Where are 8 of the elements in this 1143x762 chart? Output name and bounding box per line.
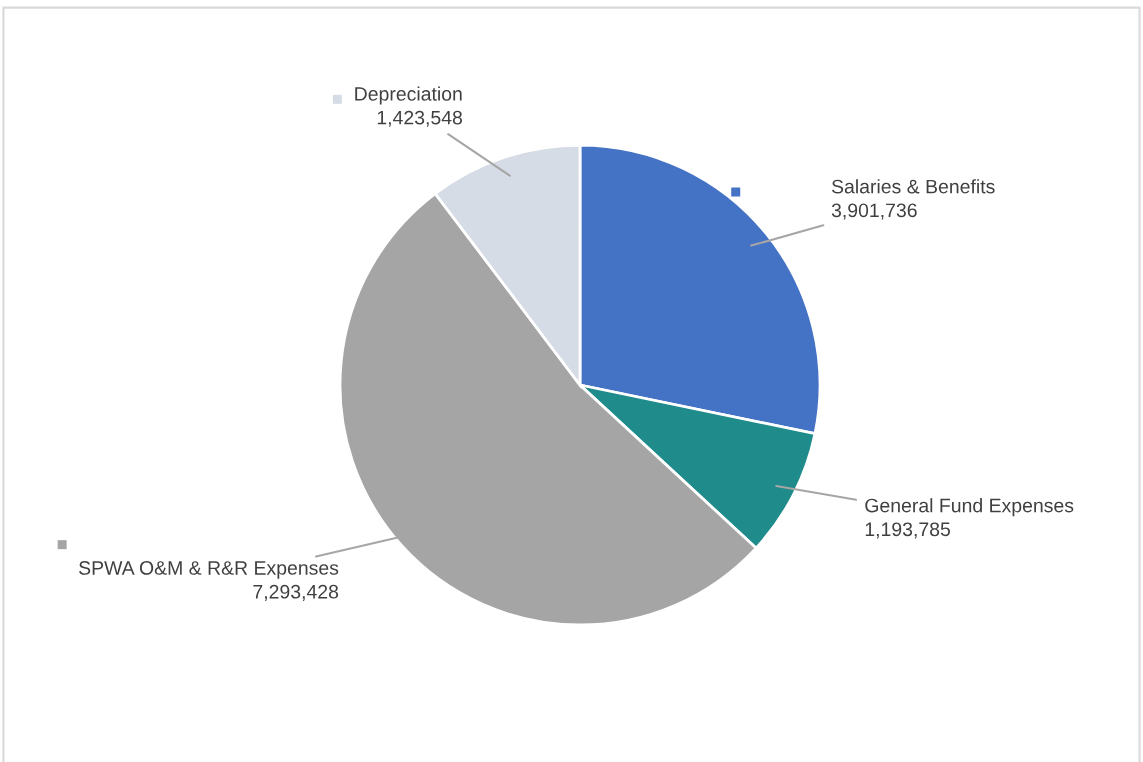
data-label: 1,193,785 (865, 522, 950, 539)
data-label: 3,901,736 (831, 203, 917, 220)
legend-label: Depreciation (355, 86, 462, 105)
slice-label: General Fund Expenses (865, 498, 1074, 517)
slice-label: SPWA O&M & R&R Expenses (79, 561, 339, 579)
data-label: 1,423,548 (377, 110, 463, 127)
data-label: 7,293,428 (253, 584, 339, 601)
slice-label: Salaries & Benefits (831, 179, 995, 194)
